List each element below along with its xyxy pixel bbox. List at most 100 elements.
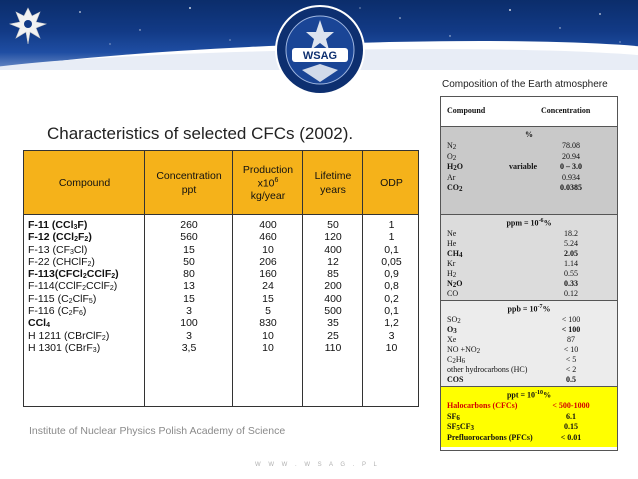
compound-name: F-22 (CHClF2) — [28, 256, 143, 268]
formula-subscript: 2 — [87, 260, 92, 268]
species-subscript: 2 — [452, 357, 456, 365]
species-name: C2H6 — [447, 355, 465, 366]
concentration-cell: 80 — [183, 268, 195, 281]
odp-cell: 0,1 — [384, 243, 399, 256]
logo-text: WSAG — [303, 50, 337, 62]
composition-row: SO2 < 100 — [441, 315, 617, 325]
species-name: Ne — [447, 229, 456, 238]
species-name: CO — [447, 289, 458, 298]
species-part: Prefluorocarbons (PFCs) — [447, 432, 533, 442]
composition-row: O3 < 100 — [441, 325, 617, 336]
header-production: Production x106 kg/year — [233, 151, 303, 216]
species-part: Kr — [447, 259, 456, 268]
lifetime-cell: 120 — [324, 231, 342, 244]
production-cell: 15 — [262, 292, 274, 305]
formula-part: CClF — [85, 280, 110, 293]
formula-part: H 1211 (CBrClF — [28, 329, 102, 342]
unit-tail: % — [543, 390, 552, 400]
formula-part: F — [72, 305, 79, 318]
production-cell: 5 — [265, 305, 271, 318]
header-concentration-unit: ppt — [181, 183, 197, 196]
species-name: H2O — [447, 162, 463, 173]
odp-cell: 1 — [388, 219, 395, 231]
formula-part: ) — [88, 231, 92, 244]
concentration-value: 20.94 — [562, 151, 580, 161]
website-url: W W W . W S A G . P L — [255, 462, 380, 468]
header-odp: ODP — [380, 176, 403, 189]
compound-name: F-114(CClF2CClF2) — [28, 280, 143, 292]
formula-part: ) — [115, 268, 119, 281]
formula-part: F) — [77, 219, 88, 231]
formula-subscript: 2 — [68, 297, 73, 305]
compound-name: H 1301 (CBrF3) — [28, 342, 143, 354]
variable-note: variable — [509, 162, 537, 171]
species-name: He — [447, 239, 456, 248]
species-part: other hydrocarbons (HC) — [447, 365, 528, 374]
lifetime-cell: 35 — [327, 317, 339, 330]
composition-row: H2 0.55 — [441, 269, 617, 279]
concentration-cell: 13 — [183, 280, 195, 293]
species-part: NO +NO — [447, 345, 477, 354]
formula-subscript: 4 — [46, 322, 50, 330]
production-cell: 24 — [262, 280, 274, 293]
odp-cell: 0,8 — [384, 280, 399, 293]
species-subscript: 2 — [452, 271, 457, 279]
stars-decoration — [79, 7, 621, 45]
species-name: O3 — [447, 325, 457, 336]
concentration-value: < 500-1000 — [552, 401, 590, 410]
production-cell: 10 — [262, 329, 274, 342]
concentration-value: < 5 — [565, 355, 577, 364]
compound-name: CCl4 — [28, 317, 143, 329]
species-part: SO — [447, 315, 458, 324]
cfc-table-header: Compound Concentration ppt Production x106… — [23, 150, 419, 215]
species-name: other hydrocarbons (HC) — [447, 365, 527, 374]
production-cell: 10 — [262, 341, 274, 354]
concentration-value: < 100 — [561, 315, 581, 324]
species-name: N2O — [447, 279, 463, 290]
unit-exponent: -7 — [537, 304, 543, 310]
compound-name: F-115 (C2ClF5) — [28, 293, 143, 305]
composition-row: Kr 1.14 — [441, 259, 617, 268]
formula-part: ) — [96, 341, 101, 354]
composition-section: ppb = 10-7% SO2 < 100 O3 < 100 Xe 87 NO +NO2 < 1… — [441, 301, 617, 387]
concentration-value: 18.2 — [564, 229, 578, 238]
concentration-cell: 15 — [183, 292, 195, 305]
composition-row: Halocarbons (CFCs) < 500-1000 — [441, 401, 617, 410]
concentration-value: 0.934 — [562, 172, 580, 182]
odp-cell: 10 — [385, 341, 398, 354]
compound-name: F-113(CFCl2CClF2) — [28, 268, 143, 280]
concentration-cell: 560 — [180, 231, 198, 244]
lifetime-cell: 50 — [327, 219, 339, 231]
formula-subscript: 2 — [74, 236, 78, 244]
species-part: H — [455, 355, 462, 364]
compound-name: H 1211 (CBrClF2) — [28, 330, 143, 342]
concentration-cell: 15 — [183, 243, 195, 256]
species-part: Ne — [447, 229, 457, 238]
species-part: Xe — [447, 335, 457, 344]
concentration-value: 0.33 — [564, 279, 578, 288]
column-compound: F-11 (CCl3F) F-12 (CCl2F2) F-13 (CF3Cl) F-2… — [28, 219, 143, 354]
column-lifetime: 50 120 400 12 85 200 400 500 35 25 110 — [303, 219, 363, 354]
species-subscript: 2 — [452, 143, 457, 151]
unit-text: ppt = 10 — [506, 390, 536, 400]
formula-subscript: 3 — [73, 224, 78, 231]
species-part: Halocarbons (CFCs) — [447, 401, 518, 410]
unit-tail: % — [542, 304, 551, 314]
formula-subscript: 2 — [82, 273, 87, 281]
concentration-value: 78.08 — [562, 141, 580, 150]
formula-part: H 1301 (CBrF — [28, 341, 93, 354]
species-part: CF — [459, 422, 471, 431]
concentration-value: < 0.01 — [560, 432, 582, 442]
composition-row: Prefluorocarbons (PFCs) < 0.01 — [441, 433, 617, 442]
concentration-value: 0.55 — [564, 269, 578, 278]
odp-cell: 0,05 — [381, 255, 402, 268]
formula-part: F-13 (CF — [28, 243, 70, 256]
section-unit: ppt = 10-10% — [441, 390, 617, 400]
unit-exponent: -6 — [538, 218, 544, 224]
species-subscript: 6 — [456, 413, 460, 422]
column-odp: 1 1 0,1 0,05 0,9 0,8 0,2 0,1 1,2 3 10 — [363, 219, 420, 354]
species-subscript: 6 — [461, 357, 466, 365]
header-concentration-line1: Concentration — [156, 170, 222, 183]
species-part: N — [447, 141, 453, 150]
composition-row: H2O variable 0 – 3.0 — [441, 162, 617, 173]
